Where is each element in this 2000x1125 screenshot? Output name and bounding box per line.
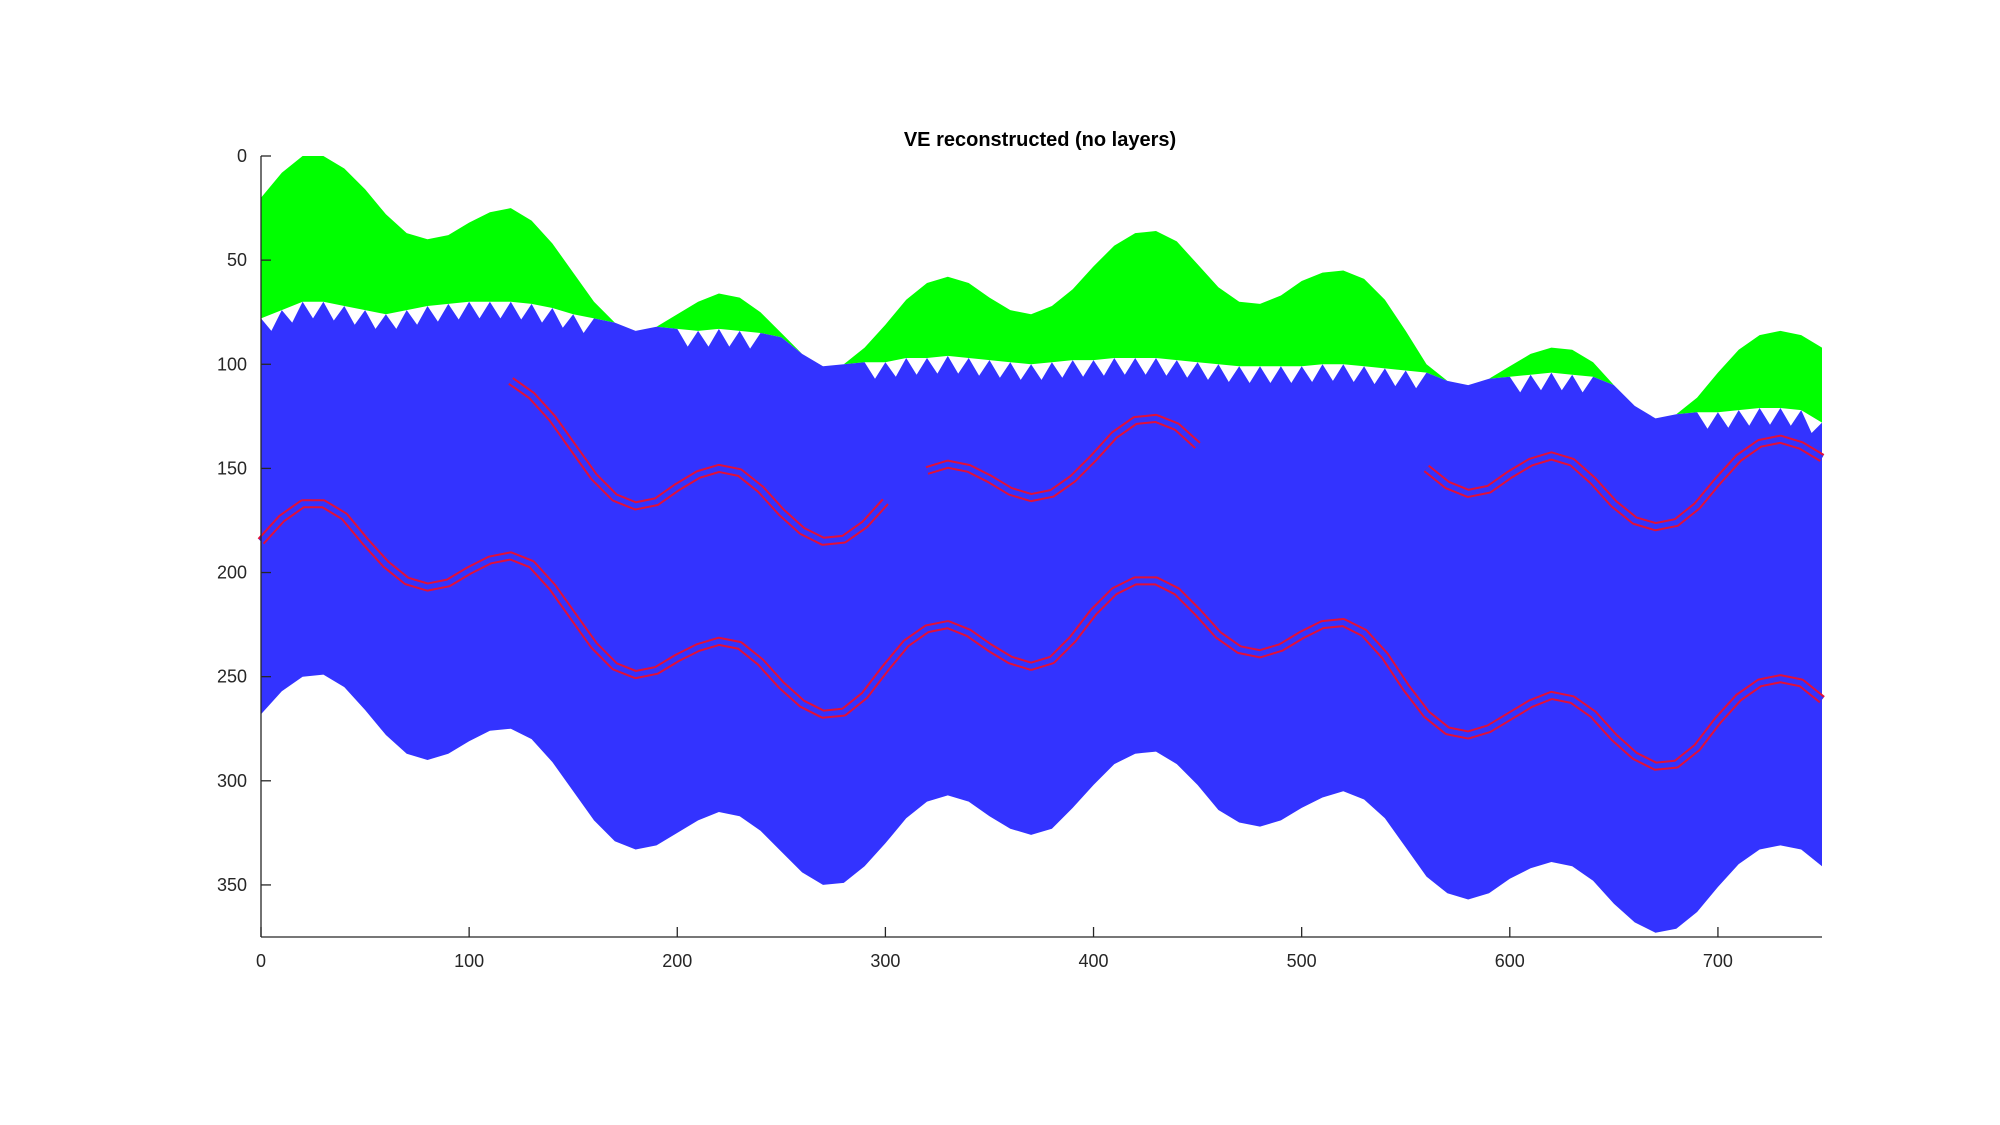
red-line-inner: [259, 501, 1824, 769]
x-tick-label: 300: [870, 951, 900, 971]
x-tick-label: 700: [1703, 951, 1733, 971]
main-region-fill: [261, 301, 1822, 933]
red-line-1: [508, 377, 889, 546]
x-tick-label: 0: [256, 951, 266, 971]
x-tick-label: 200: [662, 951, 692, 971]
red-line-3: [925, 413, 1201, 503]
x-tick-label: 500: [1287, 951, 1317, 971]
y-tick-label: 0: [237, 146, 247, 166]
red-line-4: [1423, 434, 1825, 532]
top-region-fill: [261, 156, 1822, 423]
chart-title: VE reconstructed (no layers): [904, 129, 1176, 151]
red-line-inner: [926, 415, 1200, 501]
y-tick-label: 250: [217, 667, 247, 687]
axes: 0 100 200 300 400 500 600 700 0 50 100 150 200 250 300…: [217, 146, 1822, 971]
red-line-2: [257, 499, 1825, 771]
y-tick-label: 200: [217, 563, 247, 583]
y-tick-label: 300: [217, 771, 247, 791]
x-tick-label: 600: [1495, 951, 1525, 971]
y-tick-label: 150: [217, 458, 247, 478]
y-tick-label: 50: [227, 250, 247, 270]
y-tick-label: 100: [217, 354, 247, 374]
red-line-inner: [509, 378, 888, 544]
red-line-inner: [1424, 436, 1824, 530]
x-tick-label: 100: [454, 951, 484, 971]
x-tick-label: 400: [1079, 951, 1109, 971]
plot-area: [257, 156, 1825, 933]
y-tick-label: 350: [217, 875, 247, 895]
